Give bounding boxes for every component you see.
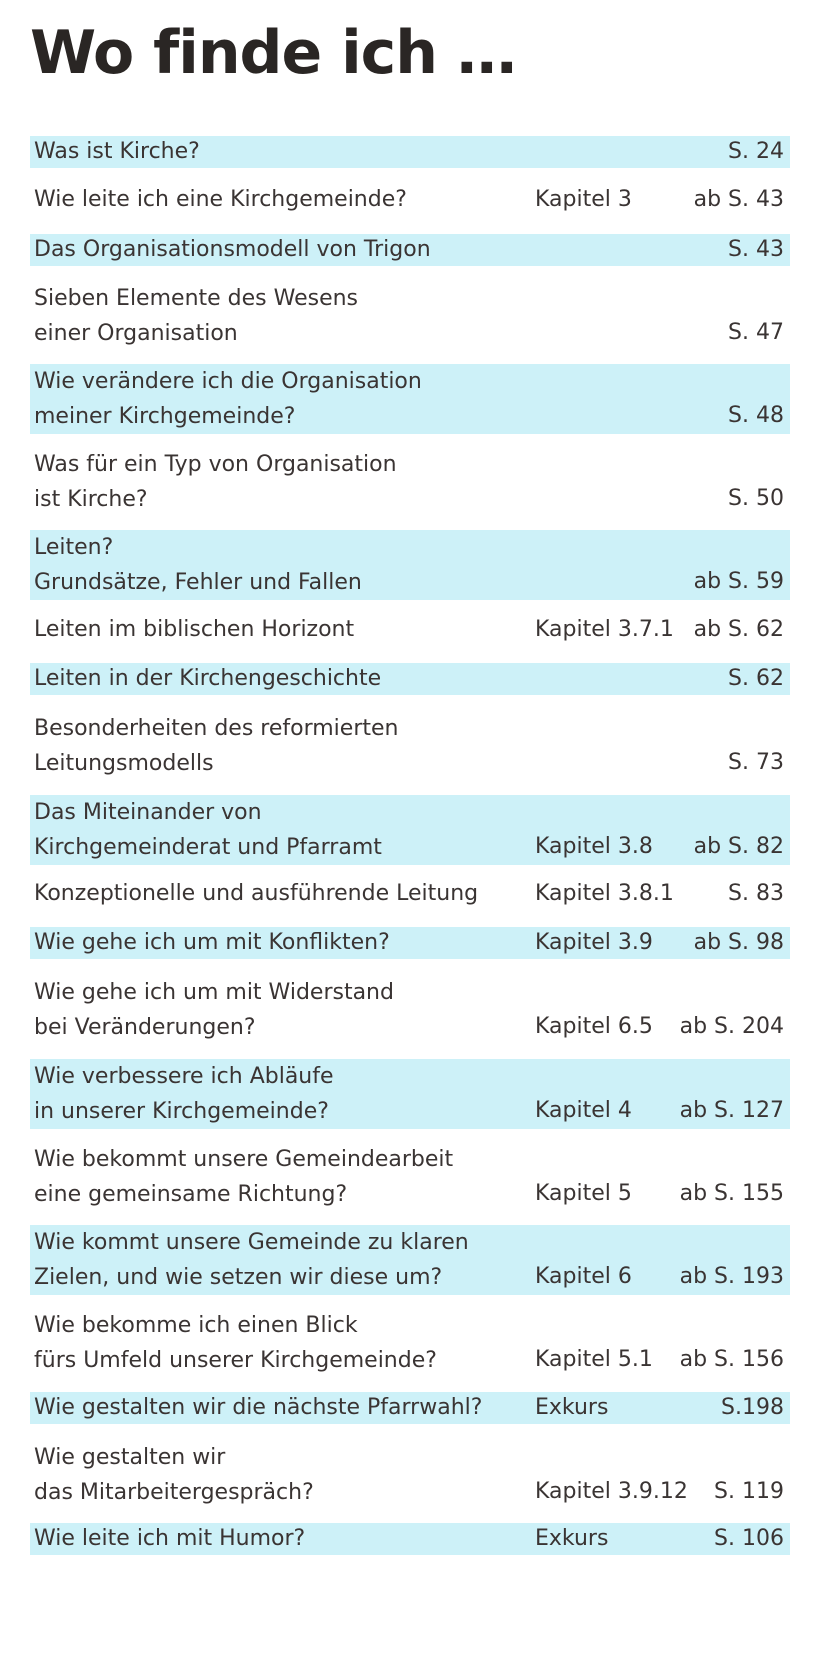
index-row: Das Miteinander von Kirchgemeinderat und… xyxy=(30,795,790,865)
index-row: Wie gehe ich um mit Widerstand bei Verän… xyxy=(30,975,790,1045)
index-chapter: Kapitel 3.8 xyxy=(535,834,653,859)
index-question: Wie leite ich mit Humor? xyxy=(34,1526,306,1551)
index-question: Besonderheiten des reformierten Leitungs… xyxy=(34,716,399,776)
index-chapter: Kapitel 3.8.1 xyxy=(535,881,674,906)
index-question: Wie verbessere ich Abläufe in unserer Ki… xyxy=(34,1064,334,1124)
index-row: Wie verändere ich die Organisation meine… xyxy=(30,364,790,434)
index-row: Was für ein Typ von Organisation ist Kir… xyxy=(30,447,790,517)
index-row: Wie leite ich eine Kirchgemeinde? Kapite… xyxy=(30,184,790,216)
index-question: Wie bekommt unsere Gemeindearbeit eine g… xyxy=(34,1147,454,1207)
index-question: Sieben Elemente des Wesens einer Organis… xyxy=(34,286,359,346)
index-question: Das Organisationsmodell von Trigon xyxy=(34,237,431,262)
index-page: S.198 xyxy=(721,1395,784,1420)
index-question: Wie gestalten wir die nächste Pfarrwahl? xyxy=(34,1395,483,1420)
index-question: Konzeptionelle und ausführende Leitung xyxy=(34,881,479,906)
index-chapter: Exkurs xyxy=(535,1526,609,1551)
index-chapter: Kapitel 6 xyxy=(535,1264,632,1289)
index-row: Das Organisationsmodell von Trigon S. 43 xyxy=(30,234,790,266)
index-page: S. 106 xyxy=(714,1526,784,1551)
index-row: Was ist Kirche? S. 24 xyxy=(30,136,790,168)
index-question: Wie gehe ich um mit Konflikten? xyxy=(34,930,390,955)
index-page: ab S. 59 xyxy=(693,569,784,594)
index-row: Leiten in der Kirchengeschichte S. 62 xyxy=(30,663,790,695)
index-chapter: Kapitel 4 xyxy=(535,1098,632,1123)
index-page: S. 47 xyxy=(728,320,784,345)
index-row: Wie gestalten wir das Mitarbeitergespräc… xyxy=(30,1440,790,1510)
index-chapter: Kapitel 6.5 xyxy=(535,1014,653,1039)
index-page: S. 83 xyxy=(728,881,784,906)
index-page: S. 43 xyxy=(728,237,784,262)
index-row: Wie kommt unsere Gemeinde zu klaren Ziel… xyxy=(30,1225,790,1295)
index-row: Leiten im biblischen Horizont Kapitel 3.… xyxy=(30,614,790,646)
index-question: Wie kommt unsere Gemeinde zu klaren Ziel… xyxy=(34,1230,469,1290)
index-page: ab S. 193 xyxy=(679,1264,784,1289)
index-page: ab S. 98 xyxy=(693,930,784,955)
index-question: Leiten in der Kirchengeschichte xyxy=(34,666,382,691)
index-row: Wie bekommt unsere Gemeindearbeit eine g… xyxy=(30,1142,790,1212)
index-page: ab S. 43 xyxy=(693,187,784,212)
index-page: S. 24 xyxy=(728,139,784,164)
index-chapter: Kapitel 5 xyxy=(535,1181,632,1206)
index-chapter: Kapitel 3.7.1 xyxy=(535,617,674,642)
index-question: Wie verändere ich die Organisation meine… xyxy=(34,369,422,429)
index-page: ab S. 82 xyxy=(693,834,784,859)
index-row: Leiten? Grundsätze, Fehler und Fallen ab… xyxy=(30,530,790,600)
index-row: Besonderheiten des reformierten Leitungs… xyxy=(30,711,790,781)
index-row: Wie bekomme ich einen Blick fürs Umfeld … xyxy=(30,1308,790,1378)
index-question: Wie bekomme ich einen Blick fürs Umfeld … xyxy=(34,1313,437,1373)
index-row: Konzeptionelle und ausführende Leitung K… xyxy=(30,878,790,910)
index-question: Wie gehe ich um mit Widerstand bei Verän… xyxy=(34,980,394,1040)
index-row: Wie verbessere ich Abläufe in unserer Ki… xyxy=(30,1059,790,1129)
index-page: S. 48 xyxy=(728,403,784,428)
index-question: Was ist Kirche? xyxy=(34,139,200,164)
index-page: ab S. 156 xyxy=(679,1347,784,1372)
index-chapter: Kapitel 3.9.12 xyxy=(535,1479,688,1504)
index-question: Wie gestalten wir das Mitarbeitergespräc… xyxy=(34,1445,314,1505)
index-question: Leiten im biblischen Horizont xyxy=(34,617,355,642)
index-row: Wie leite ich mit Humor? Exkurs S. 106 xyxy=(30,1523,790,1555)
index-row: Wie gehe ich um mit Konflikten? Kapitel … xyxy=(30,927,790,959)
index-question: Leiten? Grundsätze, Fehler und Fallen xyxy=(34,535,362,595)
index-page: ab S. 155 xyxy=(679,1181,784,1206)
index-page: ab S. 204 xyxy=(679,1014,784,1039)
index-question: Das Miteinander von Kirchgemeinderat und… xyxy=(34,800,382,860)
index-question: Was für ein Typ von Organisation ist Kir… xyxy=(34,452,397,512)
index-page: S. 62 xyxy=(728,666,784,691)
page-title: Wo finde ich … xyxy=(30,18,517,88)
index-chapter: Kapitel 3.9 xyxy=(535,930,653,955)
index-row: Sieben Elemente des Wesens einer Organis… xyxy=(30,281,790,351)
index-chapter: Kapitel 5.1 xyxy=(535,1347,653,1372)
index-page: S. 50 xyxy=(728,486,784,511)
index-chapter: Kapitel 3 xyxy=(535,187,632,212)
index-page: ab S. 62 xyxy=(693,617,784,642)
index-chapter: Exkurs xyxy=(535,1395,609,1420)
index-question: Wie leite ich eine Kirchgemeinde? xyxy=(34,187,407,212)
index-row: Wie gestalten wir die nächste Pfarrwahl?… xyxy=(30,1392,790,1424)
index-page: S. 119 xyxy=(714,1479,784,1504)
index-page: ab S. 127 xyxy=(679,1098,784,1123)
index-page: S. 73 xyxy=(728,750,784,775)
